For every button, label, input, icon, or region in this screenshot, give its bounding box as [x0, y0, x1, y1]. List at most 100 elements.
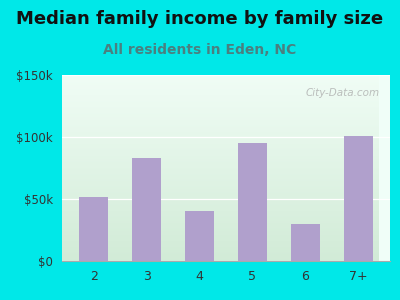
Bar	[62, 158, 380, 159]
Bar	[62, 227, 380, 229]
Bar	[62, 164, 380, 165]
Text: Median family income by family size: Median family income by family size	[16, 11, 384, 28]
Bar	[62, 146, 380, 147]
Bar	[62, 132, 380, 133]
Bar	[62, 176, 380, 177]
Bar	[62, 160, 380, 161]
Bar	[62, 217, 380, 218]
Bar	[62, 119, 380, 120]
Bar	[62, 98, 380, 99]
Bar	[62, 78, 380, 79]
Bar	[62, 145, 380, 146]
Bar	[62, 196, 380, 197]
Bar	[62, 223, 380, 224]
Bar	[62, 147, 380, 148]
Bar	[62, 201, 380, 202]
Bar	[62, 182, 380, 183]
Bar	[62, 126, 380, 127]
Bar	[62, 188, 380, 189]
Bar	[62, 208, 380, 209]
Bar	[62, 125, 380, 126]
Bar	[62, 139, 380, 140]
Bar	[62, 220, 380, 221]
Bar	[62, 87, 380, 88]
Bar	[62, 258, 380, 259]
Bar	[62, 169, 380, 170]
Bar	[62, 89, 380, 90]
Bar	[62, 114, 380, 115]
Bar	[62, 207, 380, 208]
Bar	[62, 100, 380, 101]
Bar	[62, 192, 380, 193]
Bar	[62, 157, 380, 158]
Bar	[62, 92, 380, 93]
Bar	[62, 128, 380, 129]
Bar	[62, 185, 380, 186]
Bar	[62, 131, 380, 132]
Bar	[62, 252, 380, 253]
Bar	[62, 152, 380, 153]
Bar	[62, 142, 380, 143]
Bar	[62, 205, 380, 206]
Bar	[62, 167, 380, 168]
Bar	[62, 175, 380, 176]
Bar	[62, 88, 380, 89]
Bar	[62, 161, 380, 162]
Bar	[62, 97, 380, 98]
Bar	[62, 233, 380, 234]
Bar	[62, 151, 380, 152]
Bar	[62, 216, 380, 217]
Bar	[62, 150, 380, 151]
Bar	[62, 80, 380, 81]
Bar	[344, 136, 373, 261]
Bar	[62, 127, 380, 128]
Bar	[62, 219, 380, 220]
Bar	[62, 122, 380, 123]
Text: All residents in Eden, NC: All residents in Eden, NC	[103, 44, 297, 58]
Bar	[62, 235, 380, 236]
Bar	[62, 170, 380, 171]
Bar	[62, 136, 380, 137]
Bar	[62, 134, 380, 135]
Bar	[62, 240, 380, 241]
Bar	[62, 94, 380, 95]
Bar	[62, 84, 380, 85]
Bar	[62, 138, 380, 139]
Bar	[62, 105, 380, 106]
Bar	[62, 129, 380, 130]
Bar	[62, 203, 380, 204]
Bar	[62, 82, 380, 83]
Bar	[62, 200, 380, 201]
Bar	[62, 211, 380, 212]
Bar	[62, 245, 380, 246]
Bar	[62, 195, 380, 196]
Bar	[62, 109, 380, 110]
Bar	[62, 247, 380, 248]
Bar	[62, 237, 380, 238]
Bar	[62, 179, 380, 180]
Bar	[62, 257, 380, 258]
Bar	[62, 160, 380, 161]
Bar	[62, 121, 380, 122]
Bar	[291, 224, 320, 261]
Bar	[62, 213, 380, 214]
Bar	[62, 112, 380, 113]
Bar	[62, 115, 380, 116]
Bar	[62, 154, 380, 155]
Bar	[62, 77, 380, 78]
Bar	[62, 260, 380, 261]
Bar	[132, 158, 161, 261]
Bar	[62, 104, 380, 105]
Bar	[62, 95, 380, 96]
Bar	[62, 107, 380, 109]
Bar	[62, 143, 380, 144]
Bar	[62, 231, 380, 232]
Bar	[62, 166, 380, 167]
Bar	[62, 199, 380, 200]
Bar	[62, 110, 380, 111]
Bar	[62, 184, 380, 185]
Bar	[62, 111, 380, 112]
Bar	[62, 204, 380, 205]
Bar	[62, 156, 380, 157]
Bar	[62, 189, 380, 190]
